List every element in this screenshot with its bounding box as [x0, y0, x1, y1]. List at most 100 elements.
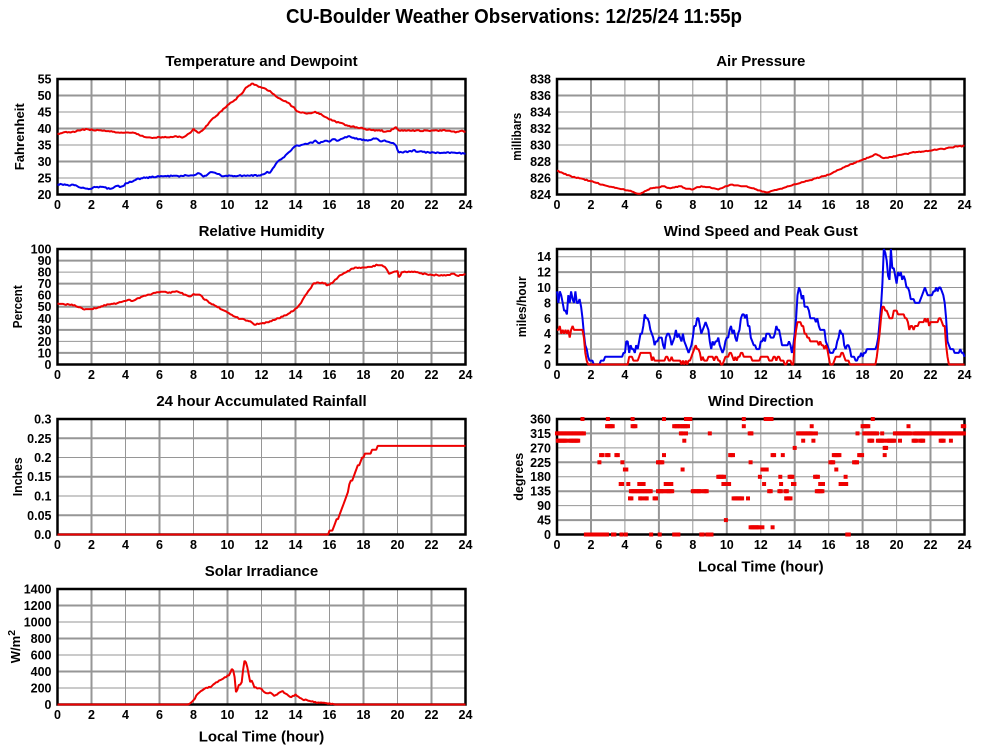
svg-text:45: 45 [537, 514, 551, 528]
svg-text:14: 14 [289, 538, 303, 552]
svg-text:12: 12 [537, 266, 551, 280]
svg-text:Local Time (hour): Local Time (hour) [199, 729, 325, 745]
svg-text:180: 180 [530, 470, 551, 484]
svg-text:18: 18 [357, 368, 371, 382]
svg-text:2: 2 [544, 343, 551, 357]
svg-text:0: 0 [54, 368, 61, 382]
svg-text:miles/hour: miles/hour [514, 276, 529, 337]
svg-text:0: 0 [45, 698, 52, 712]
svg-text:4: 4 [621, 368, 628, 382]
svg-text:12: 12 [754, 198, 768, 212]
svg-text:0.15: 0.15 [27, 470, 51, 484]
svg-text:20: 20 [890, 538, 904, 552]
svg-text:12: 12 [255, 708, 269, 722]
svg-text:40: 40 [38, 312, 52, 326]
svg-text:360: 360 [530, 413, 551, 427]
svg-text:70: 70 [38, 277, 52, 291]
svg-text:8: 8 [190, 708, 197, 722]
svg-text:Relative Humidity: Relative Humidity [199, 223, 326, 240]
svg-text:22: 22 [924, 198, 938, 212]
svg-text:24: 24 [459, 538, 473, 552]
svg-text:22: 22 [924, 368, 938, 382]
svg-text:0: 0 [554, 368, 561, 382]
svg-text:30: 30 [38, 323, 52, 337]
svg-text:6: 6 [655, 198, 662, 212]
svg-text:Air Pressure: Air Pressure [716, 53, 805, 70]
svg-text:828: 828 [530, 155, 551, 169]
svg-text:8: 8 [190, 538, 197, 552]
svg-text:22: 22 [425, 538, 439, 552]
svg-text:12: 12 [754, 368, 768, 382]
svg-text:16: 16 [323, 368, 337, 382]
svg-text:Solar Irradiance: Solar Irradiance [205, 563, 318, 580]
svg-text:6: 6 [655, 368, 662, 382]
svg-text:18: 18 [357, 198, 371, 212]
svg-text:0: 0 [554, 198, 561, 212]
svg-text:Wind Direction: Wind Direction [708, 393, 814, 410]
svg-text:826: 826 [530, 172, 551, 186]
svg-text:6: 6 [156, 538, 163, 552]
svg-text:800: 800 [31, 632, 52, 646]
svg-text:315: 315 [530, 427, 551, 441]
svg-text:18: 18 [357, 538, 371, 552]
svg-text:6: 6 [156, 708, 163, 722]
svg-text:0.1: 0.1 [34, 490, 51, 504]
svg-text:0.2: 0.2 [34, 451, 51, 465]
svg-text:CU-Boulder Weather Observation: CU-Boulder Weather Observations: 12/25/2… [286, 6, 742, 28]
svg-text:20: 20 [890, 198, 904, 212]
svg-text:Wind Speed and Peak Gust: Wind Speed and Peak Gust [664, 223, 858, 240]
svg-text:2: 2 [88, 708, 95, 722]
svg-text:50: 50 [38, 89, 52, 103]
svg-text:20: 20 [38, 335, 52, 349]
svg-text:824: 824 [530, 188, 551, 202]
svg-text:25: 25 [38, 172, 52, 186]
svg-text:4: 4 [122, 198, 129, 212]
svg-text:16: 16 [822, 198, 836, 212]
svg-text:16: 16 [822, 368, 836, 382]
svg-text:45: 45 [38, 106, 52, 120]
svg-text:4: 4 [621, 538, 628, 552]
svg-text:60: 60 [38, 289, 52, 303]
svg-text:10: 10 [221, 198, 235, 212]
svg-text:10: 10 [537, 281, 551, 295]
svg-text:0.0: 0.0 [34, 528, 51, 542]
svg-text:135: 135 [530, 485, 551, 499]
svg-text:14: 14 [788, 368, 802, 382]
svg-text:8: 8 [689, 198, 696, 212]
svg-text:Percent: Percent [10, 285, 25, 329]
svg-text:10: 10 [221, 708, 235, 722]
svg-text:4: 4 [122, 368, 129, 382]
svg-text:0.25: 0.25 [27, 432, 51, 446]
svg-text:35: 35 [38, 139, 52, 153]
svg-text:20: 20 [391, 538, 405, 552]
svg-text:836: 836 [530, 89, 551, 103]
svg-text:1200: 1200 [24, 599, 52, 613]
svg-text:14: 14 [537, 250, 551, 264]
svg-text:12: 12 [255, 198, 269, 212]
svg-text:400: 400 [31, 665, 52, 679]
svg-text:10: 10 [720, 198, 734, 212]
svg-text:14: 14 [289, 198, 303, 212]
svg-text:40: 40 [38, 122, 52, 136]
svg-text:6: 6 [156, 368, 163, 382]
svg-text:6: 6 [544, 312, 551, 326]
svg-text:18: 18 [856, 198, 870, 212]
svg-text:50: 50 [38, 300, 52, 314]
svg-text:830: 830 [530, 139, 551, 153]
svg-text:30: 30 [38, 155, 52, 169]
svg-text:Fahrenheit: Fahrenheit [12, 103, 27, 171]
svg-text:270: 270 [530, 441, 551, 455]
svg-text:8: 8 [544, 296, 551, 310]
svg-text:4: 4 [621, 198, 628, 212]
svg-text:600: 600 [31, 649, 52, 663]
svg-text:14: 14 [788, 538, 802, 552]
svg-text:200: 200 [31, 682, 52, 696]
svg-text:20: 20 [391, 198, 405, 212]
svg-text:2: 2 [588, 368, 595, 382]
svg-text:10: 10 [221, 368, 235, 382]
svg-text:0: 0 [54, 538, 61, 552]
svg-text:0: 0 [45, 358, 52, 372]
svg-text:12: 12 [754, 538, 768, 552]
svg-text:24: 24 [459, 368, 473, 382]
svg-text:4: 4 [122, 708, 129, 722]
